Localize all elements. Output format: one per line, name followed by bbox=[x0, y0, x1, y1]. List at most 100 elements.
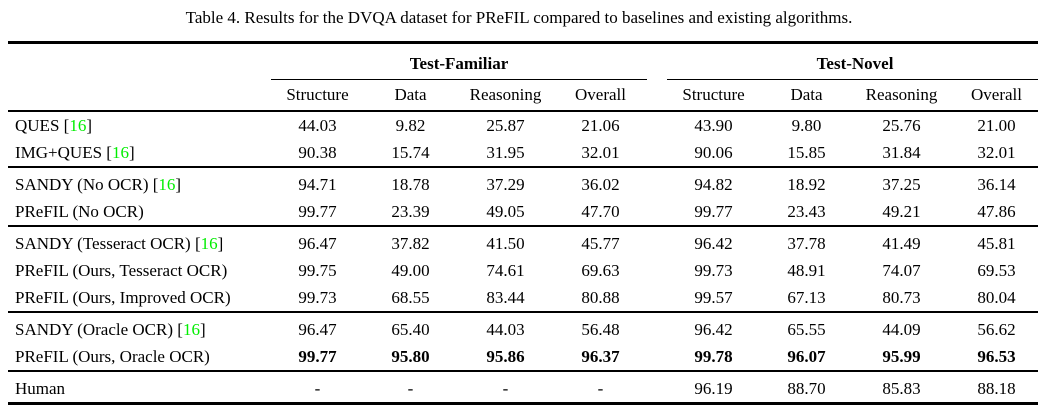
cell-novel-overall: 56.62 bbox=[950, 311, 1038, 343]
method-name: PReFIL (No OCR) bbox=[15, 202, 144, 221]
cell-familiar-overall: 47.70 bbox=[581, 202, 620, 221]
cell-familiar-structure: 44.03 bbox=[298, 116, 337, 135]
method-name: PReFIL (Ours, Improved OCR) bbox=[15, 288, 231, 307]
cell-familiar-data: 23.39 bbox=[391, 202, 430, 221]
citation-link[interactable]: 16 bbox=[111, 143, 129, 162]
method-name: PReFIL (Ours, Oracle OCR) bbox=[15, 347, 210, 366]
cell-novel-structure: 96.42 bbox=[667, 311, 761, 343]
cell-familiar-overall: 21.06 bbox=[581, 116, 620, 135]
cell-novel-reasoning: 44.09 bbox=[853, 311, 951, 343]
column-gap bbox=[647, 225, 668, 257]
cell-familiar-overall: 36.02 bbox=[554, 166, 648, 198]
cell-familiar-data: 65.40 bbox=[364, 311, 457, 343]
cell-familiar-reasoning: 95.86 bbox=[486, 347, 525, 366]
cell-novel-data: 9.80 bbox=[791, 116, 822, 135]
cell-familiar-structure: - bbox=[271, 370, 364, 404]
column-gap bbox=[647, 79, 668, 112]
cell-familiar-structure: 99.77 bbox=[298, 202, 337, 221]
cell-familiar-reasoning: - bbox=[457, 370, 554, 404]
cell-familiar-structure: 94.71 bbox=[271, 166, 364, 198]
citation-link[interactable]: 16 bbox=[69, 116, 87, 135]
cell-novel-reasoning: 37.25 bbox=[853, 166, 951, 198]
col-header-familiar-overall: Overall bbox=[554, 79, 648, 112]
group-header-test-familiar: Test-Familiar bbox=[271, 42, 648, 80]
method-name: QUES bbox=[15, 116, 60, 135]
row-label: QUES [16] bbox=[15, 116, 92, 135]
col-header-novel-structure: Structure bbox=[667, 79, 761, 112]
cell-novel-structure: 99.78 bbox=[694, 347, 733, 366]
cell-novel-overall: 47.86 bbox=[977, 202, 1016, 221]
column-gap bbox=[647, 139, 667, 167]
table-row: SANDY (Oracle OCR) [16] 96.47 65.40 44.03 56… bbox=[8, 311, 1038, 343]
column-gap bbox=[647, 311, 668, 343]
cell-familiar-data: 18.78 bbox=[364, 166, 457, 198]
cell-novel-data: 65.55 bbox=[760, 311, 854, 343]
method-name: Human bbox=[15, 379, 66, 398]
group-header-test-novel: Test-Novel bbox=[667, 42, 1038, 80]
cell-familiar-overall: 45.77 bbox=[554, 225, 648, 257]
column-gap bbox=[647, 370, 668, 404]
citation-link[interactable]: 16 bbox=[200, 234, 218, 253]
cell-novel-structure: 43.90 bbox=[694, 116, 733, 135]
col-header-familiar-data: Data bbox=[364, 79, 457, 112]
row-label: PReFIL (Ours, Tesseract OCR) bbox=[8, 257, 271, 284]
col-header-novel-overall: Overall bbox=[950, 79, 1038, 112]
table-row: SANDY (No OCR) [16] 94.71 18.78 37.29 36.02 9… bbox=[8, 166, 1038, 198]
table-row: PReFIL (No OCR) 99.77 23.39 49.05 47.70 99.77… bbox=[8, 198, 1038, 226]
cell-familiar-reasoning: 37.29 bbox=[457, 166, 554, 198]
cell-familiar-data: 68.55 bbox=[391, 288, 430, 307]
group-header-row: Test-Familiar Test-Novel bbox=[8, 42, 1038, 80]
column-gap bbox=[647, 198, 667, 226]
col-header-familiar-structure: Structure bbox=[271, 79, 364, 112]
table-caption: Table 4. Results for the DVQA dataset fo… bbox=[185, 8, 853, 27]
cell-novel-overall: 80.04 bbox=[977, 288, 1016, 307]
table-row: PReFIL (Ours, Oracle OCR) 99.77 95.80 95.86… bbox=[8, 343, 1038, 371]
method-name: SANDY (Oracle OCR) bbox=[15, 320, 174, 339]
cell-novel-structure: 99.57 bbox=[694, 288, 733, 307]
cell-novel-structure: 90.06 bbox=[694, 143, 733, 162]
cell-familiar-reasoning: 25.87 bbox=[486, 116, 525, 135]
cell-novel-reasoning: 31.84 bbox=[882, 143, 921, 162]
column-gap bbox=[647, 166, 668, 198]
cell-novel-overall: 45.81 bbox=[950, 225, 1038, 257]
col-header-familiar-reasoning: Reasoning bbox=[457, 79, 554, 112]
cell-familiar-reasoning: 74.61 bbox=[486, 261, 525, 280]
table-row: PReFIL (Ours, Tesseract OCR) 99.75 49.00 74… bbox=[8, 257, 1038, 284]
citation-link[interactable]: 16 bbox=[182, 320, 200, 339]
col-header-novel-reasoning: Reasoning bbox=[853, 79, 951, 112]
cell-novel-data: 48.91 bbox=[787, 261, 826, 280]
row-label: SANDY (Oracle OCR) [16] bbox=[8, 311, 271, 343]
citation-link[interactable]: 16 bbox=[158, 175, 176, 194]
column-gap bbox=[647, 284, 667, 312]
cell-familiar-reasoning: 31.95 bbox=[486, 143, 525, 162]
cell-novel-overall: 69.53 bbox=[977, 261, 1016, 280]
cell-novel-overall: 96.53 bbox=[977, 347, 1016, 366]
column-gap bbox=[647, 257, 667, 284]
cell-novel-overall: 21.00 bbox=[977, 116, 1016, 135]
cell-novel-reasoning: 74.07 bbox=[882, 261, 921, 280]
cell-familiar-structure: 99.75 bbox=[298, 261, 337, 280]
cell-familiar-overall: 69.63 bbox=[581, 261, 620, 280]
method-name: SANDY (Tesseract OCR) bbox=[15, 234, 191, 253]
cell-familiar-data: 49.00 bbox=[391, 261, 430, 280]
column-gap bbox=[647, 43, 667, 80]
cell-familiar-structure: 90.38 bbox=[298, 143, 337, 162]
cell-novel-overall: 88.18 bbox=[950, 370, 1038, 404]
cell-familiar-data: - bbox=[364, 370, 457, 404]
cell-familiar-reasoning: 83.44 bbox=[486, 288, 525, 307]
cell-novel-data: 18.92 bbox=[760, 166, 854, 198]
column-gap bbox=[647, 111, 667, 139]
stub-cell bbox=[8, 79, 271, 112]
cell-familiar-data: 15.74 bbox=[391, 143, 430, 162]
cell-familiar-structure: 96.47 bbox=[271, 225, 364, 257]
cell-novel-reasoning: 80.73 bbox=[882, 288, 921, 307]
row-label: IMG+QUES [16] bbox=[15, 143, 135, 162]
cell-novel-structure: 99.73 bbox=[694, 261, 733, 280]
cell-novel-data: 96.07 bbox=[787, 347, 826, 366]
cell-familiar-reasoning: 41.50 bbox=[457, 225, 554, 257]
cell-familiar-data: 9.82 bbox=[395, 116, 426, 135]
sub-header-row: Structure Data Reasoning Overall Structu… bbox=[8, 79, 1038, 112]
cell-familiar-overall: 56.48 bbox=[554, 311, 648, 343]
cell-familiar-overall: 80.88 bbox=[581, 288, 620, 307]
